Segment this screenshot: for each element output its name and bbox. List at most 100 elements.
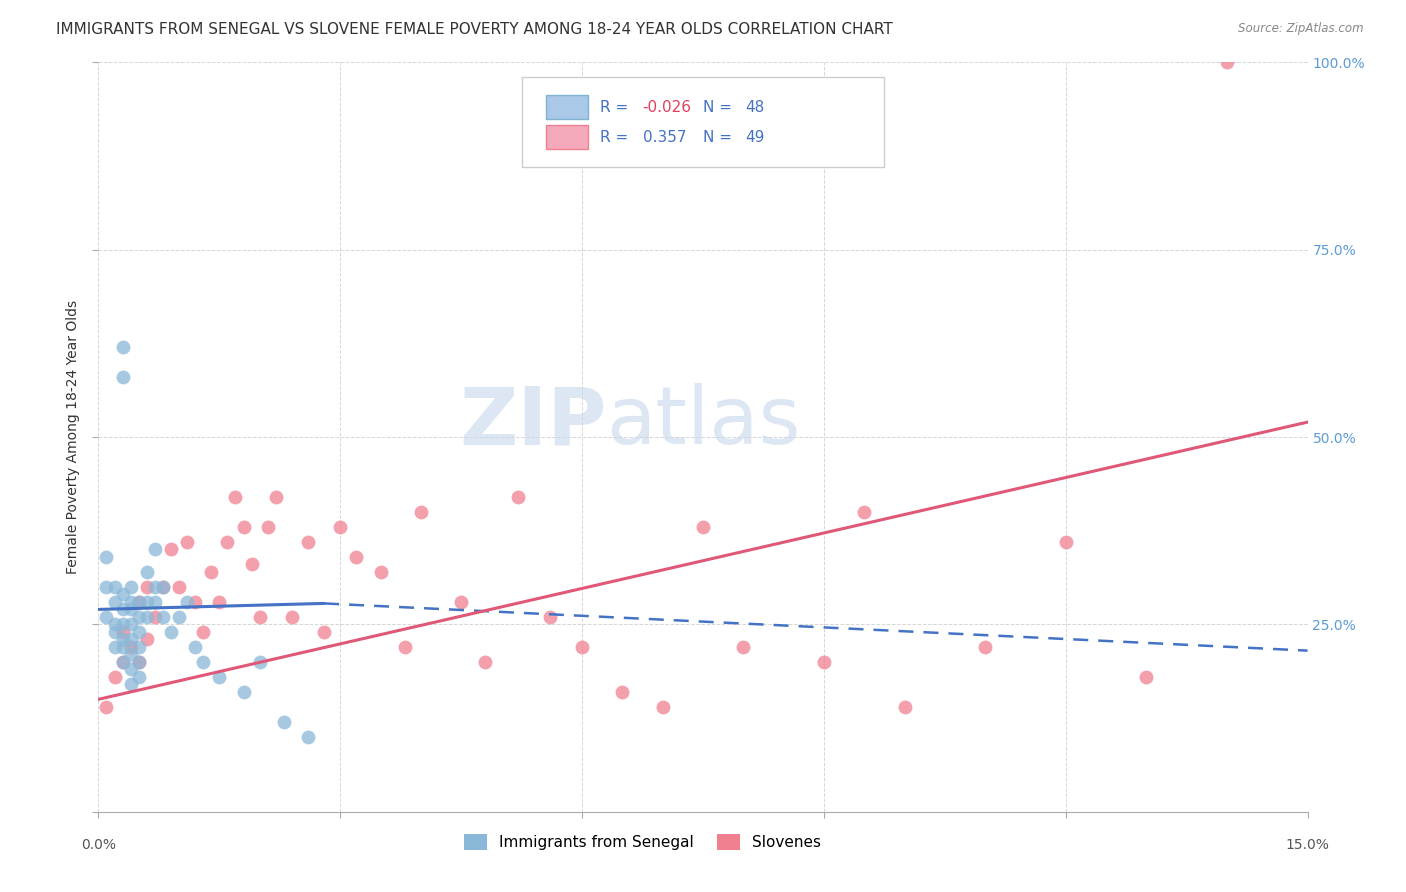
Point bbox=[1054, 535, 1077, 549]
Point bbox=[135, 632, 157, 647]
Point bbox=[111, 655, 134, 669]
Text: 48: 48 bbox=[745, 100, 765, 115]
Point bbox=[538, 610, 561, 624]
Text: R =: R = bbox=[600, 130, 633, 145]
Text: 0.357: 0.357 bbox=[643, 130, 686, 145]
Point bbox=[96, 610, 118, 624]
Point bbox=[1216, 55, 1239, 70]
FancyBboxPatch shape bbox=[546, 125, 588, 149]
Point bbox=[120, 617, 142, 632]
Point bbox=[184, 640, 207, 654]
Point bbox=[474, 655, 496, 669]
Point bbox=[974, 640, 997, 654]
Point bbox=[256, 520, 278, 534]
Point bbox=[128, 640, 150, 654]
Point bbox=[135, 595, 157, 609]
Text: -0.026: -0.026 bbox=[643, 100, 692, 115]
Point bbox=[297, 730, 319, 744]
Text: atlas: atlas bbox=[606, 383, 800, 461]
Point bbox=[111, 624, 134, 639]
Point bbox=[506, 490, 529, 504]
Point bbox=[120, 648, 142, 662]
Point bbox=[571, 640, 593, 654]
FancyBboxPatch shape bbox=[546, 95, 588, 119]
Point bbox=[217, 535, 239, 549]
Point bbox=[394, 640, 416, 654]
Text: N =: N = bbox=[703, 130, 737, 145]
Text: R =: R = bbox=[600, 100, 633, 115]
Point bbox=[135, 565, 157, 579]
Point bbox=[232, 685, 254, 699]
Point bbox=[160, 624, 183, 639]
Point bbox=[111, 640, 134, 654]
Point bbox=[103, 580, 125, 594]
Point bbox=[264, 490, 287, 504]
Point bbox=[232, 520, 254, 534]
Point bbox=[111, 370, 134, 384]
Point bbox=[128, 610, 150, 624]
Point bbox=[176, 595, 198, 609]
Point bbox=[111, 655, 134, 669]
Point bbox=[111, 617, 134, 632]
Point bbox=[120, 602, 142, 616]
Point bbox=[240, 558, 263, 572]
Point bbox=[143, 542, 166, 557]
Point bbox=[103, 670, 125, 684]
Point bbox=[120, 580, 142, 594]
Point bbox=[450, 595, 472, 609]
Point bbox=[167, 610, 190, 624]
Point bbox=[281, 610, 304, 624]
Point bbox=[314, 624, 336, 639]
Point bbox=[184, 595, 207, 609]
Point bbox=[409, 505, 432, 519]
Point bbox=[120, 640, 142, 654]
Point bbox=[152, 610, 174, 624]
Point bbox=[344, 549, 367, 564]
Point bbox=[651, 699, 673, 714]
Point bbox=[128, 655, 150, 669]
Point bbox=[96, 580, 118, 594]
Point bbox=[167, 580, 190, 594]
Point bbox=[193, 624, 215, 639]
Point bbox=[200, 565, 222, 579]
Point bbox=[273, 714, 295, 729]
Point bbox=[143, 580, 166, 594]
Point bbox=[370, 565, 392, 579]
Point bbox=[128, 595, 150, 609]
Point bbox=[128, 595, 150, 609]
Text: 49: 49 bbox=[745, 130, 765, 145]
Point bbox=[224, 490, 246, 504]
Point bbox=[1135, 670, 1157, 684]
Point bbox=[111, 602, 134, 616]
Point bbox=[152, 580, 174, 594]
Point bbox=[120, 595, 142, 609]
Point bbox=[120, 677, 142, 691]
Point bbox=[96, 549, 118, 564]
Point bbox=[103, 595, 125, 609]
Point bbox=[111, 340, 134, 354]
FancyBboxPatch shape bbox=[522, 78, 884, 168]
Point bbox=[249, 655, 271, 669]
Point bbox=[893, 699, 915, 714]
Point bbox=[111, 632, 134, 647]
Point bbox=[176, 535, 198, 549]
Legend: Immigrants from Senegal, Slovenes: Immigrants from Senegal, Slovenes bbox=[458, 829, 827, 856]
Point bbox=[853, 505, 876, 519]
Point bbox=[160, 542, 183, 557]
Y-axis label: Female Poverty Among 18-24 Year Olds: Female Poverty Among 18-24 Year Olds bbox=[66, 300, 80, 574]
Point bbox=[128, 670, 150, 684]
Point bbox=[128, 655, 150, 669]
Point bbox=[297, 535, 319, 549]
Text: IMMIGRANTS FROM SENEGAL VS SLOVENE FEMALE POVERTY AMONG 18-24 YEAR OLDS CORRELAT: IMMIGRANTS FROM SENEGAL VS SLOVENE FEMAL… bbox=[56, 22, 893, 37]
Point bbox=[128, 624, 150, 639]
Point bbox=[733, 640, 755, 654]
Point bbox=[135, 610, 157, 624]
Point bbox=[103, 624, 125, 639]
Point bbox=[111, 587, 134, 601]
Point bbox=[103, 640, 125, 654]
Point bbox=[120, 662, 142, 676]
Point bbox=[208, 595, 231, 609]
Point bbox=[193, 655, 215, 669]
Point bbox=[249, 610, 271, 624]
Text: Source: ZipAtlas.com: Source: ZipAtlas.com bbox=[1239, 22, 1364, 36]
